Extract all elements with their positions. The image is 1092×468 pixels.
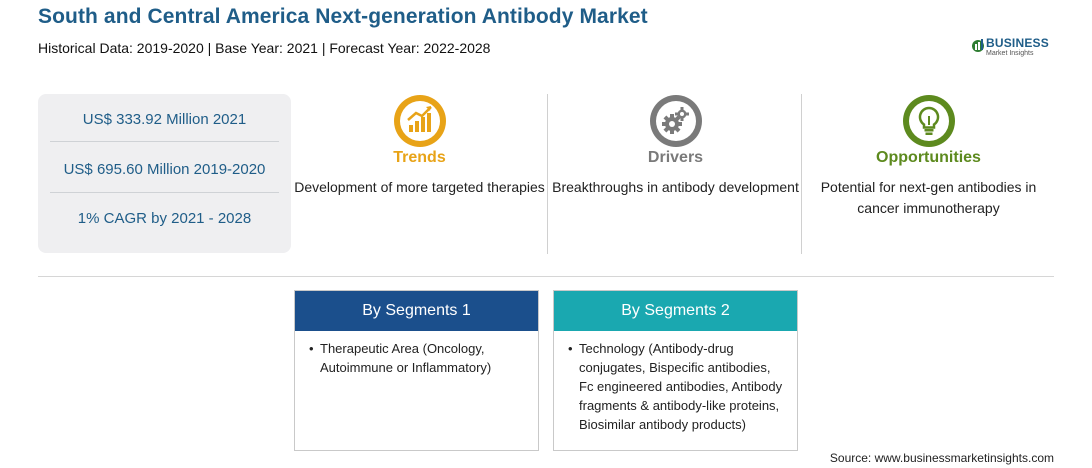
source-note: Source: www.businessmarketinsights.com — [829, 451, 1054, 465]
segment-2-list: Technology (Antibody-drug conjugates, Bi… — [566, 339, 787, 434]
stat-divider — [50, 192, 279, 193]
lightbulb-icon — [903, 95, 955, 147]
segment-1-list: Therapeutic Area (Oncology, Autoimmune o… — [307, 339, 528, 377]
key-stats-panel: US$ 333.92 Million 2021 US$ 695.60 Milli… — [38, 94, 291, 253]
stat-divider — [50, 141, 279, 142]
logo-wordmark: BUSINESS — [986, 36, 1049, 50]
stat-market-2021: US$ 333.92 Million 2021 — [82, 111, 247, 128]
brand-logo: BUSINESS Market Insights — [972, 34, 1062, 60]
opportunities-heading: Opportunities — [876, 149, 981, 166]
page-title: South and Central America Next-generatio… — [38, 5, 648, 28]
logo-tagline: Market Insights — [986, 50, 1034, 57]
segment-2-header: By Segments 2 — [554, 291, 797, 331]
segment-card-1: By Segments 1 Therapeutic Area (Oncology… — [294, 290, 539, 451]
segment-card-2: By Segments 2 Technology (Antibody-drug … — [553, 290, 798, 451]
column-divider — [547, 94, 548, 254]
column-divider — [801, 94, 802, 254]
stat-market-historical: US$ 695.60 Million 2019-2020 — [63, 161, 266, 178]
trends-description: Development of more targeted therapies — [294, 179, 545, 195]
trending-chart-icon — [394, 95, 446, 147]
list-item: Therapeutic Area (Oncology, Autoimmune o… — [307, 339, 528, 377]
drivers-description: Breakthroughs in antibody development — [552, 179, 799, 195]
section-divider — [38, 276, 1054, 277]
list-item: Technology (Antibody-drug conjugates, Bi… — [566, 339, 787, 434]
stat-cagr: 1% CAGR by 2021 - 2028 — [77, 210, 252, 227]
drivers-heading: Drivers — [647, 149, 704, 166]
gears-icon — [650, 95, 702, 147]
segment-1-header: By Segments 1 — [295, 291, 538, 331]
page-subtitle: Historical Data: 2019-2020 | Base Year: … — [38, 40, 491, 56]
logo-icon — [972, 39, 984, 52]
trends-heading: Trends — [393, 149, 446, 166]
opportunities-description: Potential for next-gen antibodies in can… — [820, 179, 1037, 216]
